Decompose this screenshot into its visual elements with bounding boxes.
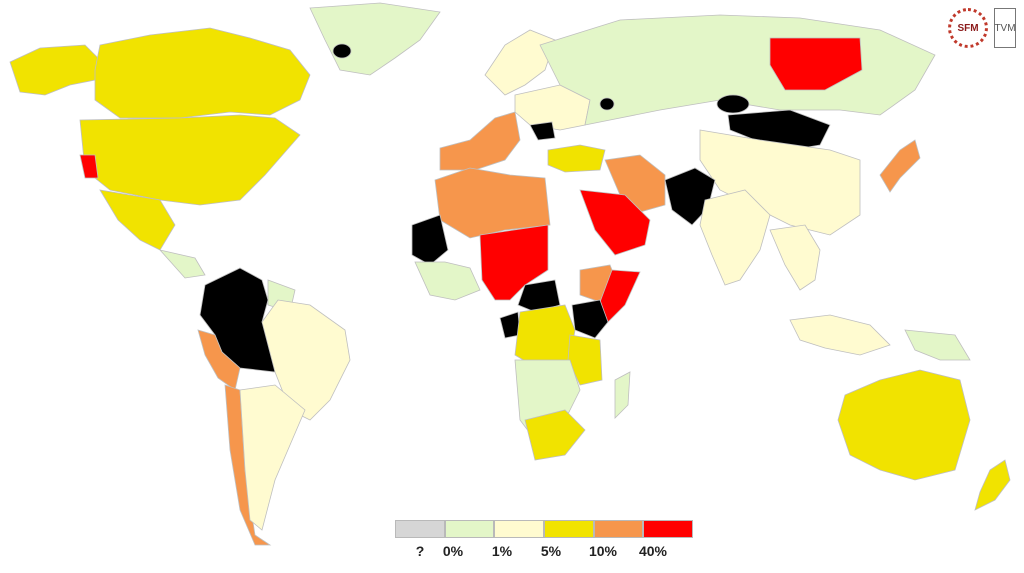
region-western-europe <box>439 111 521 171</box>
region-east-africa <box>567 334 603 386</box>
region-new-zealand <box>974 459 1011 511</box>
legend-label-unknown: ? <box>415 543 425 559</box>
sfm-logo-text: SFM <box>957 22 979 34</box>
tvm-logo-text: TVM <box>994 22 1016 34</box>
tvm-logo: TVM <box>994 8 1016 48</box>
region-siberia-east <box>769 37 863 91</box>
region-kazakhstan-marker <box>599 97 615 111</box>
legend-swatch-40 <box>643 520 694 538</box>
region-saudi-arabia <box>579 189 651 256</box>
region-australia <box>837 369 971 481</box>
region-romania <box>529 121 556 141</box>
region-greenland-marker <box>332 43 352 59</box>
legend-color-bar <box>395 520 694 538</box>
region-peru <box>197 329 241 391</box>
region-madagascar <box>614 371 631 419</box>
legend-label-0: 0% <box>442 543 464 559</box>
legend-label-5: 5% <box>540 543 562 559</box>
legend-swatch-1 <box>494 520 545 538</box>
region-southeast-asia <box>769 224 821 291</box>
legend-swatch-unknown <box>395 520 445 538</box>
region-gabon <box>499 311 521 339</box>
logos: SFM TVM <box>948 8 1016 48</box>
region-central-america <box>158 249 206 279</box>
region-north-africa <box>434 167 551 239</box>
legend-swatch-0 <box>444 520 495 538</box>
legend-label-40: 40% <box>638 543 668 559</box>
region-kenya <box>571 299 609 339</box>
legend-labels: ? 0% 1% 5% 10% 40% <box>395 543 693 563</box>
legend-swatch-5 <box>544 520 594 538</box>
region-usa <box>79 114 301 206</box>
region-somalia <box>599 269 641 323</box>
region-argentina <box>239 384 306 531</box>
region-alaska <box>9 44 101 96</box>
map-legend: ? 0% 1% 5% 10% 40% <box>395 520 694 564</box>
region-greenland <box>309 2 441 76</box>
region-india <box>699 189 771 286</box>
region-mauritania <box>411 214 449 266</box>
legend-label-10: 10% <box>588 543 618 559</box>
sfm-logo: SFM <box>948 8 988 48</box>
region-papua <box>904 329 971 361</box>
region-south-africa <box>524 409 586 461</box>
region-brazil <box>261 299 351 421</box>
region-california <box>79 154 99 179</box>
region-indonesia <box>789 314 891 356</box>
region-mongolia-marker <box>716 94 750 114</box>
legend-swatch-10 <box>593 520 644 538</box>
region-sahel <box>479 224 549 301</box>
region-canada <box>94 27 311 119</box>
region-japan <box>879 139 921 193</box>
region-turkey <box>547 144 606 173</box>
region-scandinavia <box>484 29 556 96</box>
region-west-africa <box>414 261 481 301</box>
legend-label-1: 1% <box>491 543 513 559</box>
